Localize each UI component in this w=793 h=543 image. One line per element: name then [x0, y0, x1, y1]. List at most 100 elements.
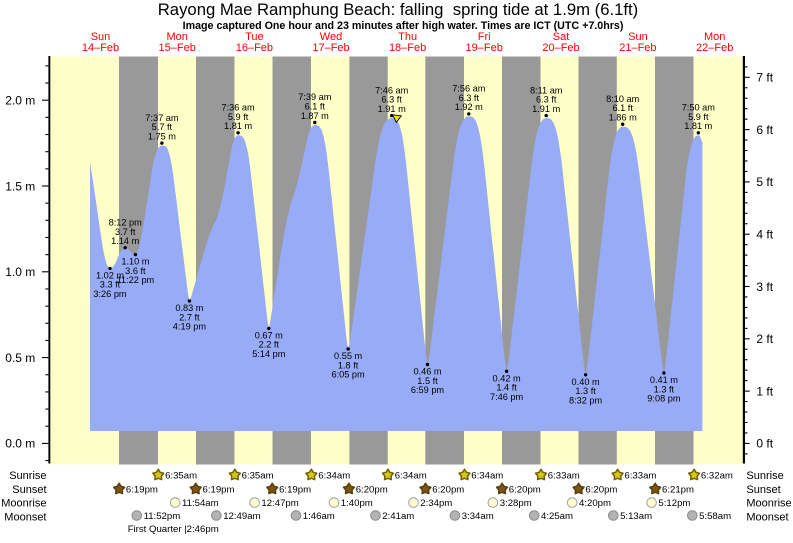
svg-text:6:35am: 6:35am [242, 470, 274, 481]
svg-text:21–Feb: 21–Feb [619, 42, 656, 54]
svg-text:12:49am: 12:49am [223, 511, 260, 522]
svg-text:1.4 ft: 1.4 ft [496, 383, 517, 393]
svg-text:0.41 m: 0.41 m [650, 375, 678, 385]
svg-text:5:12pm: 5:12pm [658, 498, 690, 509]
svg-text:Tue: Tue [245, 31, 264, 43]
svg-text:2 ft: 2 ft [756, 332, 773, 346]
svg-text:5 ft: 5 ft [756, 175, 773, 189]
svg-text:22–Feb: 22–Feb [696, 42, 733, 54]
svg-text:5.9 ft: 5.9 ft [688, 112, 709, 122]
svg-text:6.3 ft: 6.3 ft [536, 95, 557, 105]
svg-text:0.67 m: 0.67 m [255, 330, 283, 340]
svg-text:6:32am: 6:32am [701, 470, 733, 481]
svg-text:0.46 m: 0.46 m [413, 367, 441, 377]
svg-text:3:28pm: 3:28pm [500, 498, 532, 509]
svg-text:4:25am: 4:25am [541, 511, 573, 522]
svg-text:6:33am: 6:33am [548, 470, 580, 481]
svg-text:8:10 am: 8:10 am [606, 94, 640, 104]
svg-text:Sun: Sun [91, 31, 111, 43]
svg-text:16–Feb: 16–Feb [236, 42, 273, 54]
svg-text:Sat: Sat [553, 31, 570, 43]
svg-text:6:34am: 6:34am [395, 470, 427, 481]
svg-text:1.8 ft: 1.8 ft [338, 360, 359, 370]
svg-text:Wed: Wed [320, 31, 342, 43]
svg-text:7:46 am: 7:46 am [375, 85, 409, 95]
svg-text:First Quarter |2:46pm: First Quarter |2:46pm [128, 524, 219, 535]
svg-text:12:47pm: 12:47pm [261, 498, 298, 509]
svg-text:3.7 ft: 3.7 ft [115, 227, 136, 237]
svg-text:4:20pm: 4:20pm [579, 498, 611, 509]
svg-text:1.02 m: 1.02 m [96, 270, 124, 280]
svg-text:1.81 m: 1.81 m [684, 121, 712, 131]
svg-text:17–Feb: 17–Feb [312, 42, 349, 54]
svg-text:6.1 ft: 6.1 ft [305, 102, 326, 112]
svg-text:1.81 m: 1.81 m [224, 121, 252, 131]
svg-text:0.0 m: 0.0 m [5, 437, 35, 451]
svg-text:6:19pm: 6:19pm [203, 484, 235, 495]
svg-text:6 ft: 6 ft [756, 123, 773, 137]
svg-text:1 ft: 1 ft [756, 384, 773, 398]
svg-text:1.75 m: 1.75 m [148, 131, 176, 141]
svg-text:14–Feb: 14–Feb [82, 42, 119, 54]
svg-text:4 ft: 4 ft [756, 228, 773, 242]
svg-text:7:50 am: 7:50 am [682, 103, 716, 113]
svg-text:1.3 ft: 1.3 ft [575, 386, 596, 396]
svg-text:Fri: Fri [478, 31, 491, 43]
svg-text:6:05 pm: 6:05 pm [331, 370, 365, 380]
svg-text:18–Feb: 18–Feb [389, 42, 426, 54]
svg-text:5.7 ft: 5.7 ft [152, 122, 173, 132]
svg-text:20–Feb: 20–Feb [542, 42, 579, 54]
svg-text:6.1 ft: 6.1 ft [612, 103, 633, 113]
svg-text:1:46am: 1:46am [303, 511, 335, 522]
svg-text:Moonset: Moonset [4, 511, 46, 523]
svg-text:8:12 pm: 8:12 pm [109, 218, 143, 228]
svg-text:2.2 ft: 2.2 ft [259, 340, 280, 350]
svg-text:15–Feb: 15–Feb [159, 42, 196, 54]
svg-text:6.3 ft: 6.3 ft [381, 95, 402, 105]
svg-text:7 ft: 7 ft [756, 71, 773, 85]
svg-text:5:58am: 5:58am [699, 511, 731, 522]
svg-text:9:08 pm: 9:08 pm [647, 394, 681, 404]
svg-text:8:32 pm: 8:32 pm [569, 395, 603, 405]
svg-text:11:52pm: 11:52pm [144, 511, 181, 522]
svg-text:4:19 pm: 4:19 pm [173, 322, 207, 332]
svg-text:1.3 ft: 1.3 ft [654, 384, 675, 394]
svg-text:1.91 m: 1.91 m [532, 104, 560, 114]
svg-text:3:26 pm: 3:26 pm [93, 289, 127, 299]
svg-text:0 ft: 0 ft [756, 437, 773, 451]
svg-text:6:34am: 6:34am [318, 470, 350, 481]
svg-text:2.7 ft: 2.7 ft [179, 312, 200, 322]
svg-text:7:37 am: 7:37 am [145, 113, 179, 123]
svg-text:5:14 pm: 5:14 pm [252, 349, 286, 359]
svg-text:1.91 m: 1.91 m [378, 104, 406, 114]
svg-text:0.5 m: 0.5 m [5, 351, 35, 365]
svg-text:Moonset: Moonset [746, 511, 788, 523]
svg-text:6:20pm: 6:20pm [432, 484, 464, 495]
svg-text:7:39 am: 7:39 am [298, 92, 332, 102]
svg-text:6:20pm: 6:20pm [509, 484, 541, 495]
svg-text:3:34am: 3:34am [462, 511, 494, 522]
svg-text:6:33am: 6:33am [624, 470, 656, 481]
svg-text:6:34am: 6:34am [471, 470, 503, 481]
svg-text:Rayong Mae Ramphung Beach: fal: Rayong Mae Ramphung Beach: falling sprin… [158, 0, 639, 19]
svg-text:7:56 am: 7:56 am [452, 84, 486, 94]
svg-text:6:21pm: 6:21pm [662, 484, 694, 495]
svg-text:7:36 am: 7:36 am [221, 103, 255, 113]
svg-text:Mon: Mon [166, 31, 187, 43]
svg-text:1.92 m: 1.92 m [455, 102, 483, 112]
svg-text:Sunset: Sunset [12, 484, 46, 496]
svg-text:6:59 pm: 6:59 pm [411, 385, 445, 395]
svg-text:1.86 m: 1.86 m [609, 113, 637, 123]
svg-text:Moonrise: Moonrise [746, 498, 791, 510]
svg-text:Thu: Thu [398, 31, 417, 43]
svg-text:3.6 ft: 3.6 ft [125, 266, 146, 276]
svg-text:Sunrise: Sunrise [746, 470, 783, 482]
svg-text:6:19pm: 6:19pm [126, 484, 158, 495]
svg-text:Image captured One hour and 23: Image captured One hour and 23 minutes a… [183, 20, 624, 32]
svg-text:2.0 m: 2.0 m [5, 94, 35, 108]
svg-text:3 ft: 3 ft [756, 280, 773, 294]
svg-text:7:46 pm: 7:46 pm [490, 392, 524, 402]
svg-text:Sunrise: Sunrise [9, 470, 46, 482]
svg-text:11:22 pm: 11:22 pm [117, 275, 155, 285]
svg-text:1.5 m: 1.5 m [5, 179, 35, 193]
